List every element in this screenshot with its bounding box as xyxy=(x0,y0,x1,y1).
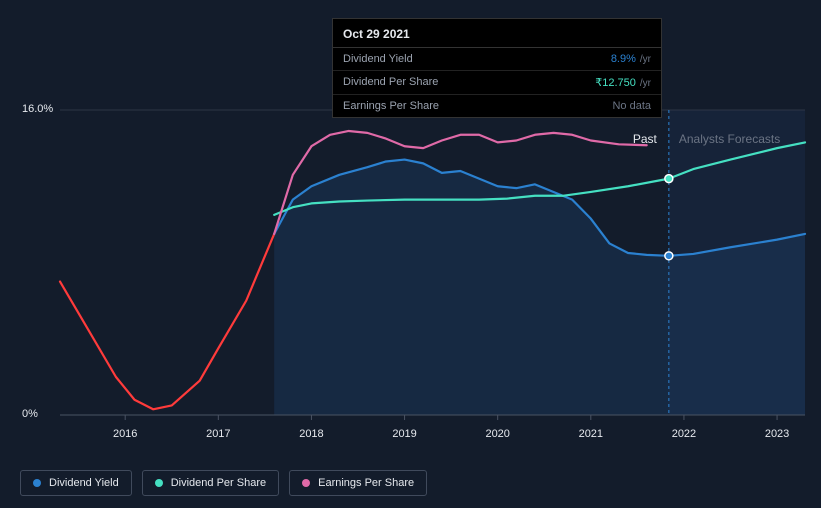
past-label: Past xyxy=(633,132,657,146)
chart-tooltip: Oct 29 2021 Dividend Yield8.9%/yrDividen… xyxy=(332,18,662,118)
legend-label: Earnings Per Share xyxy=(318,477,414,489)
x-axis-label: 2020 xyxy=(485,428,509,440)
x-axis-label: 2016 xyxy=(113,428,137,440)
forecast-label: Analysts Forecasts xyxy=(679,132,780,146)
legend-label: Dividend Per Share xyxy=(171,477,266,489)
dividend-chart[interactable] xyxy=(20,110,805,415)
tooltip-row-label: Earnings Per Share xyxy=(343,100,439,112)
tooltip-row-label: Dividend Yield xyxy=(343,53,413,65)
tooltip-row-value: 8.9% xyxy=(611,53,636,65)
tooltip-row-value: ₹12.750 xyxy=(595,76,636,89)
x-axis-label: 2023 xyxy=(765,428,789,440)
x-axis-label: 2019 xyxy=(392,428,416,440)
legend-item[interactable]: Dividend Per Share xyxy=(142,470,279,496)
x-axis-label: 2022 xyxy=(672,428,696,440)
tooltip-row-unit: /yr xyxy=(640,78,651,89)
tooltip-row: Earnings Per Share No data xyxy=(333,95,661,117)
y-axis-label: 0% xyxy=(22,408,38,420)
x-axis-label: 2021 xyxy=(579,428,603,440)
legend-dot xyxy=(302,479,310,487)
legend-dot xyxy=(33,479,41,487)
chart-legend: Dividend Yield Dividend Per Share Earnings… xyxy=(20,470,427,496)
tooltip-row-unit: /yr xyxy=(640,54,651,65)
tooltip-row-value: No data xyxy=(612,100,651,112)
tooltip-row-label: Dividend Per Share xyxy=(343,76,438,89)
y-axis-label: 16.0% xyxy=(22,103,53,115)
tooltip-row: Dividend Per Share ₹12.750/yr xyxy=(333,71,661,95)
x-axis-label: 2018 xyxy=(299,428,323,440)
legend-item[interactable]: Earnings Per Share xyxy=(289,470,427,496)
tooltip-row: Dividend Yield 8.9% /yr xyxy=(333,48,661,71)
tooltip-date: Oct 29 2021 xyxy=(333,19,661,48)
legend-dot xyxy=(155,479,163,487)
x-axis-label: 2017 xyxy=(206,428,230,440)
legend-item[interactable]: Dividend Yield xyxy=(20,470,132,496)
legend-label: Dividend Yield xyxy=(49,477,119,489)
